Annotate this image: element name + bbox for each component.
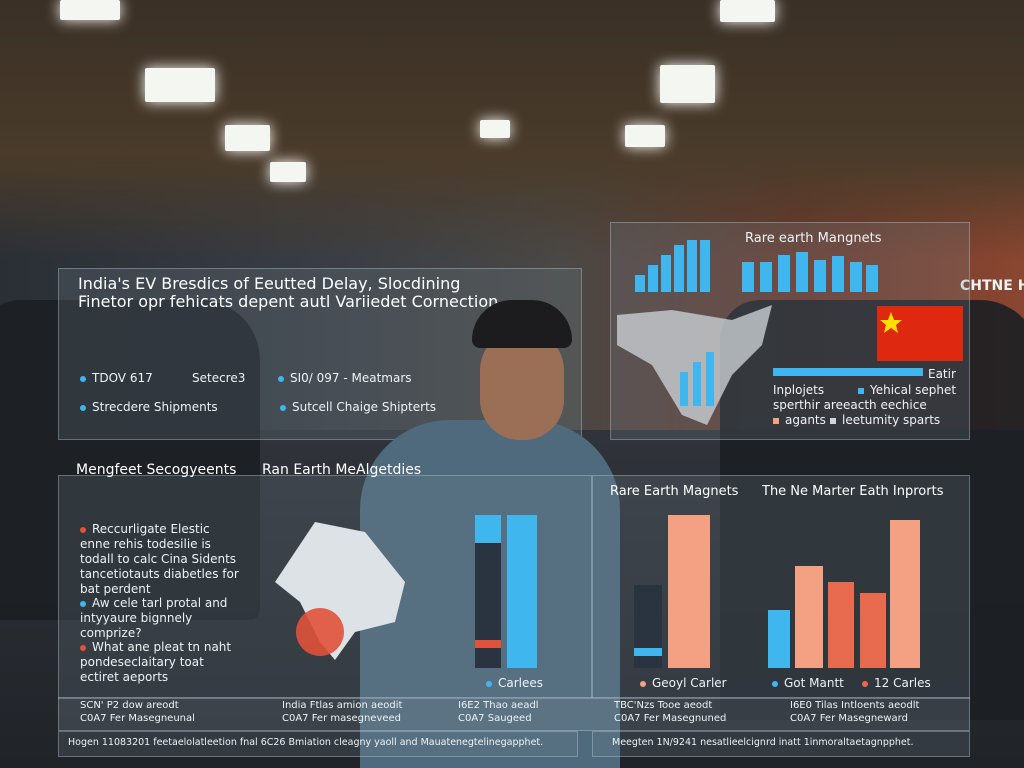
lamp	[60, 0, 120, 20]
panel-title: Rare earth Mangnets	[745, 231, 882, 246]
heading: Rare Earth Magnets	[610, 484, 739, 499]
footer: I6E2 Thao aeadl	[458, 700, 539, 711]
title: India's EV Bresdics of Eeutted Delay, Sl…	[78, 274, 461, 293]
legend: 12 Carles	[874, 676, 931, 690]
bar	[778, 255, 790, 292]
bar	[773, 368, 923, 376]
legend: Yehical sephet	[870, 383, 957, 397]
ceiling	[0, 0, 1024, 260]
footer: C0A7 Fer Masegneunal	[80, 713, 195, 724]
stat: Setecre3	[192, 371, 246, 385]
bar	[700, 240, 710, 292]
bar	[832, 256, 844, 292]
person-hair	[472, 300, 572, 348]
bar	[796, 252, 808, 292]
lamp	[270, 162, 306, 182]
legend: sperthir areeacth eechice	[773, 398, 927, 412]
bar	[890, 520, 920, 668]
stat: SI0/ 097 - Meatmars	[290, 371, 412, 385]
bar	[828, 582, 854, 668]
note: Hogen 11083201 feetaelolatleetion fnal 6…	[68, 737, 544, 748]
bullet: What ane pleat tn naht pondeseclaitary t…	[80, 640, 232, 684]
note-strip	[58, 731, 578, 757]
legend: Got Mantt	[784, 676, 844, 690]
footer: SCN' P2 dow areodt	[80, 700, 179, 711]
heading: Mengfeet Secogyeents	[76, 462, 237, 478]
sign: CHTNE H	[960, 278, 1024, 294]
heading: The Ne Marter Eath Inprorts	[762, 484, 944, 499]
note: Meegten 1N/9241 nesatlieelcignrd inatt 1…	[612, 737, 914, 748]
legend: Carlees	[498, 676, 544, 690]
bullet: Reccurligate Elestic enne rehis todesili…	[80, 522, 239, 596]
bar	[661, 255, 671, 292]
stat: TDOV 617	[92, 371, 153, 385]
legend: leetumity sparts	[842, 413, 941, 427]
footer: India Ftlas amion aeodit	[282, 700, 403, 711]
footer: C0A7 Fer Masegneward	[790, 713, 908, 724]
legend: Eatir	[928, 367, 956, 381]
bar	[866, 265, 878, 292]
flag	[877, 306, 963, 361]
car	[0, 300, 260, 620]
footer: C0A7 Fer Masegnuned	[614, 713, 727, 724]
bar	[742, 262, 754, 292]
lamp	[480, 120, 510, 138]
bar	[635, 275, 645, 292]
footer-strip	[58, 697, 970, 731]
bar	[814, 260, 826, 292]
person-head	[480, 330, 564, 440]
caption: Strecdere Shipments	[92, 400, 218, 414]
map	[275, 522, 405, 660]
bar	[706, 352, 714, 406]
bar	[507, 515, 537, 668]
bar	[693, 362, 701, 406]
bar	[475, 515, 501, 543]
bullet: Aw cele tarl protal and intyyaure bignne…	[80, 596, 228, 640]
bar	[795, 566, 823, 668]
bar	[860, 593, 886, 668]
caption: Sutcell Chaige Shipterts	[292, 400, 437, 414]
heading: Ran Earth MeAlgetdies	[262, 462, 422, 478]
bar	[850, 262, 862, 292]
bar	[687, 240, 697, 292]
lamp	[625, 125, 665, 147]
footer: TBC'Nzs Tooe aeodt	[614, 700, 713, 711]
bar	[674, 245, 684, 292]
footer: C0A7 Saugeed	[458, 713, 532, 724]
bar	[668, 515, 710, 668]
subtitle: Finetor opr fehicats depent autl Variied…	[78, 292, 499, 311]
bar	[680, 372, 688, 406]
lamp	[225, 125, 270, 151]
bar	[475, 640, 501, 648]
legend: agants	[785, 413, 826, 427]
legend: Geoyl Carler	[652, 676, 727, 690]
footer: I6E0 Tilas Intloents aeodlt	[790, 700, 920, 711]
bar	[634, 648, 662, 656]
lamp	[660, 65, 715, 103]
footer: C0A7 Fer masegneveed	[282, 713, 402, 724]
lamp	[720, 0, 775, 22]
note-strip	[592, 731, 970, 757]
bar	[760, 262, 772, 292]
bar	[475, 543, 501, 668]
bar	[768, 610, 790, 668]
legend: Inplojets	[773, 383, 825, 397]
lamp	[145, 68, 215, 102]
bar	[648, 265, 658, 292]
